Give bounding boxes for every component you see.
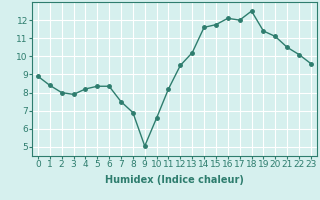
X-axis label: Humidex (Indice chaleur): Humidex (Indice chaleur) — [105, 175, 244, 185]
